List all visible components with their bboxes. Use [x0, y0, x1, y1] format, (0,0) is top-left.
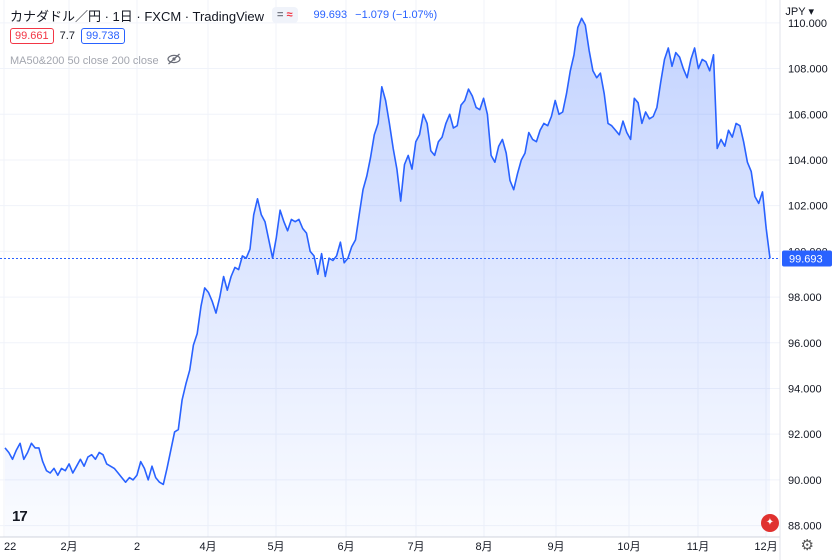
y-tick-label: 106.000 [788, 109, 828, 121]
currency-label: JPY [785, 6, 806, 18]
toggle-left[interactable]: = [277, 9, 284, 21]
canada-flag-icon: ✦ [761, 514, 779, 532]
y-tick-label: 90.000 [788, 475, 822, 487]
x-tick-label: 5月 [267, 541, 284, 553]
quote-row: 99.661 7.7 99.738 [10, 28, 125, 44]
y-tick-label: 98.000 [788, 292, 822, 304]
x-tick-label: 11月 [687, 541, 709, 553]
y-tick-label: 96.000 [788, 338, 822, 350]
chart-toggle[interactable]: = ≈ [272, 7, 298, 23]
y-tick-label: 110.000 [788, 18, 827, 30]
y-tick-label: 88.000 [788, 521, 822, 533]
eye-slash-icon[interactable] [167, 53, 181, 68]
time-scale[interactable]: 22 2月 2 4月 5月 6月 7月 8月 9月 10月 11月 12月 [4, 541, 778, 553]
bid-button[interactable]: 99.661 [10, 28, 54, 44]
y-tick-label: 94.000 [788, 383, 822, 395]
x-tick-label: 9月 [547, 541, 564, 553]
tradingview-logo-icon[interactable]: 17 [12, 508, 28, 525]
x-tick-label: 7月 [407, 541, 424, 553]
last-price-label: 99.693 [789, 253, 823, 265]
x-tick-label: 8月 [475, 541, 492, 553]
y-tick-label: 92.000 [788, 429, 822, 441]
gear-icon[interactable]: ⚙ [800, 537, 814, 554]
price-change: −1.079 (−1.07%) [355, 9, 438, 21]
price-scale[interactable]: 88.00090.00092.00094.00096.00098.000100.… [788, 18, 828, 533]
x-tick-label: 10月 [617, 541, 640, 553]
price-area-fill [5, 18, 770, 538]
spread-value: 7.7 [59, 30, 75, 42]
x-tick-label: 4月 [199, 541, 216, 553]
last-price-badge [782, 250, 832, 267]
x-tick-label: 2 [134, 541, 140, 553]
x-tick-label: 12月 [754, 541, 777, 553]
indicator-label[interactable]: MA50&200 50 close 200 close [10, 54, 159, 67]
x-tick-label: 6月 [337, 541, 354, 553]
chart-header: カナダドル／円 · 1日 · FXCM · TradingView = ≈ 99… [10, 6, 437, 24]
currency-selector[interactable]: JPY ▾ [785, 5, 814, 18]
chevron-down-icon: ▾ [808, 6, 814, 18]
ask-button[interactable]: 99.738 [80, 28, 125, 44]
y-tick-label: 108.000 [788, 64, 828, 76]
x-tick-label: 22 [4, 541, 16, 553]
y-tick-label: 104.000 [788, 155, 828, 167]
indicator-legend: MA50&200 50 close 200 close [10, 53, 181, 68]
symbol-title[interactable]: カナダドル／円 · 1日 · FXCM · TradingView [10, 8, 265, 24]
y-tick-label: 102.000 [788, 201, 828, 213]
last-price: 99.693 [313, 9, 348, 21]
x-tick-label: 2月 [60, 541, 77, 553]
price-line [4, 17, 771, 486]
toggle-right[interactable]: ≈ [286, 9, 293, 21]
